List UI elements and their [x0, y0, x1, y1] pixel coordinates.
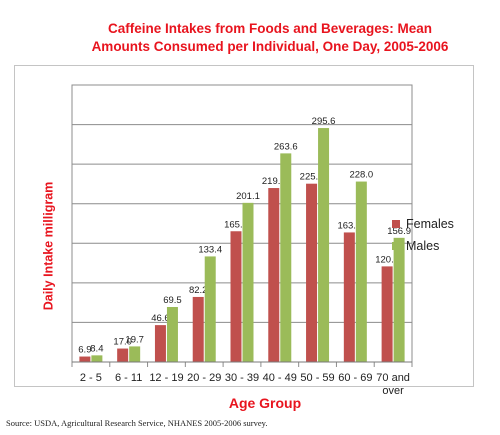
x-tick-label: 12 - 19: [149, 372, 183, 384]
females-value-label: 163.7: [337, 220, 361, 231]
females-bar: [268, 188, 280, 362]
x-tick-label: over: [382, 385, 404, 397]
males-bar: [242, 202, 254, 362]
males-bar: [355, 181, 367, 362]
males-value-label: 8.4: [90, 343, 103, 354]
females-bar: [154, 325, 166, 362]
males-bar: [204, 256, 216, 362]
males-bar: [166, 306, 178, 362]
plot-area: [71, 84, 413, 363]
x-tick-label: 6 - 11: [115, 372, 142, 384]
females-bar: [381, 266, 393, 362]
males-value-label: 201.1: [236, 191, 260, 202]
x-tick-label: 20 - 29: [187, 372, 221, 384]
legend-label-males: Males: [406, 239, 440, 253]
x-tick-label: 30 - 39: [225, 372, 259, 384]
x-axis-label: Age Group: [228, 395, 302, 411]
females-value-label: 120.8: [375, 254, 399, 265]
x-tick-label: 50 - 59: [300, 372, 334, 384]
males-value-label: 19.7: [125, 334, 144, 345]
males-bar: [129, 346, 141, 362]
males-value-label: 69.5: [163, 295, 182, 306]
males-swatch: [392, 242, 400, 250]
males-bar: [318, 128, 330, 362]
males-value-label: 263.6: [274, 141, 298, 152]
males-value-label: 228.0: [349, 170, 373, 181]
legend-label-females: Females: [406, 217, 454, 231]
males-value-label: 295.6: [312, 116, 336, 127]
females-value-label: 165.2: [224, 219, 248, 230]
males-bar: [280, 153, 292, 362]
legend-item-males: Males: [392, 235, 454, 257]
y-axis-label: Daily Intake milligram: [41, 181, 56, 311]
males-value-label: 133.4: [198, 244, 222, 255]
source-note: Source: USDA, Agricultural Research Serv…: [6, 418, 268, 428]
females-bar: [192, 296, 204, 362]
females-value-label: 219.8: [262, 176, 286, 187]
legend: Females Males: [392, 213, 454, 257]
females-bar: [79, 356, 91, 362]
males-bar: [91, 355, 103, 362]
males-bar: [393, 237, 405, 362]
females-bar: [117, 348, 129, 362]
legend-item-females: Females: [392, 213, 454, 235]
chart-title: Caffeine Intakes from Foods and Beverage…: [91, 21, 449, 54]
females-value-label: 82.2: [189, 285, 208, 296]
x-tick-label: 70 and: [376, 372, 410, 384]
females-swatch: [392, 220, 400, 228]
x-tick-label: 60 - 69: [338, 372, 372, 384]
females-bar: [306, 183, 318, 362]
females-value-label: 225.3: [300, 172, 324, 183]
females-value-label: 17.0: [113, 337, 132, 348]
males-value-label: 156.9: [387, 226, 411, 237]
females-value-label: 46.6: [151, 313, 170, 324]
females-bar: [343, 232, 355, 362]
females-value-label: 6.9: [78, 345, 91, 356]
chart-frame: [14, 65, 474, 387]
x-tick-label: 2 - 5: [80, 372, 102, 384]
x-tick-label: 40 - 49: [263, 372, 297, 384]
females-bar: [230, 231, 242, 362]
